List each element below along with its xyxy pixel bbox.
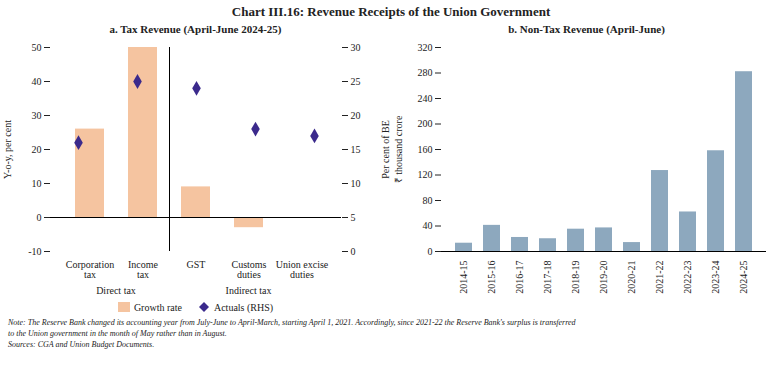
- svg-text:2021-22: 2021-22: [654, 261, 665, 294]
- svg-text:5: 5: [351, 212, 356, 223]
- svg-text:2024-25: 2024-25: [738, 261, 749, 294]
- html-text:b. Non-Tax Revenue (April-June: b. Non-Tax Revenue (April-June): [508, 23, 665, 35]
- svg-text:40: 40: [32, 76, 42, 87]
- svg-text:120: 120: [418, 169, 433, 180]
- svg-text:0: 0: [351, 246, 356, 257]
- html-text:Chart III.16: Revenue Receipts: Chart III.16: Revenue Receipts of the Un…: [231, 4, 551, 19]
- html-text:a. Tax Revenue (April-June 202: a. Tax Revenue (April-June 2024-25): [109, 23, 282, 35]
- svg-text:25: 25: [351, 76, 361, 87]
- svg-text:₹ thousand crore: ₹ thousand crore: [393, 115, 404, 183]
- html-text:Actuals (RHS): Actuals (RHS): [213, 301, 274, 313]
- svg-text:2018-19: 2018-19: [570, 261, 581, 294]
- svg-text:40: 40: [423, 220, 433, 231]
- svg-text:Corporationtax: Corporationtax: [66, 259, 114, 280]
- svg-text:15: 15: [351, 144, 361, 155]
- svg-text:2020-21: 2020-21: [626, 261, 637, 294]
- html-text:Growth rate: Growth rate: [133, 301, 182, 313]
- svg-text:2022-23: 2022-23: [682, 261, 693, 294]
- html-text:Note: The Reserve Bank changed: Note: The Reserve Bank changed its accou…: [8, 318, 576, 327]
- svg-text:2014-15: 2014-15: [458, 261, 469, 294]
- svg-text:2016-17: 2016-17: [514, 261, 525, 294]
- svg-text:80: 80: [423, 195, 433, 206]
- svg-text:160: 160: [418, 144, 433, 155]
- svg-text:Customsduties: Customsduties: [231, 259, 266, 280]
- svg-text:Y-o-y, per cent: Y-o-y, per cent: [2, 120, 13, 179]
- svg-text:0: 0: [37, 212, 42, 223]
- svg-text:50: 50: [32, 42, 42, 53]
- svg-text:240: 240: [418, 93, 433, 104]
- html-text:to the Union government in the: to the Union government in the month of …: [8, 329, 227, 338]
- svg-text:-10: -10: [28, 246, 41, 257]
- html-text:Direct tax: Direct tax: [96, 285, 136, 296]
- svg-text:20: 20: [351, 110, 361, 121]
- svg-text:GST: GST: [187, 259, 206, 270]
- svg-text:Incometax: Incometax: [128, 259, 159, 280]
- svg-text:2015-16: 2015-16: [486, 261, 497, 294]
- svg-text:Per cent of BE: Per cent of BE: [380, 120, 391, 179]
- svg-text:280: 280: [418, 67, 433, 78]
- html-text:Sources: CGA and Union Budget: Sources: CGA and Union Budget Documents.: [8, 340, 155, 349]
- svg-text:30: 30: [32, 110, 42, 121]
- svg-text:Union exciseduties: Union exciseduties: [276, 259, 329, 280]
- svg-text:2017-18: 2017-18: [542, 261, 553, 294]
- svg-text:10: 10: [32, 178, 42, 189]
- svg-text:200: 200: [418, 118, 433, 129]
- svg-text:30: 30: [351, 42, 361, 53]
- svg-text:320: 320: [418, 42, 433, 53]
- svg-text:2023-24: 2023-24: [710, 261, 721, 294]
- svg-text:0: 0: [428, 246, 433, 257]
- html-text:Indirect tax: Indirect tax: [225, 285, 272, 296]
- svg-text:2019-20: 2019-20: [598, 261, 609, 294]
- svg-text:20: 20: [32, 144, 42, 155]
- svg-text:10: 10: [351, 178, 361, 189]
